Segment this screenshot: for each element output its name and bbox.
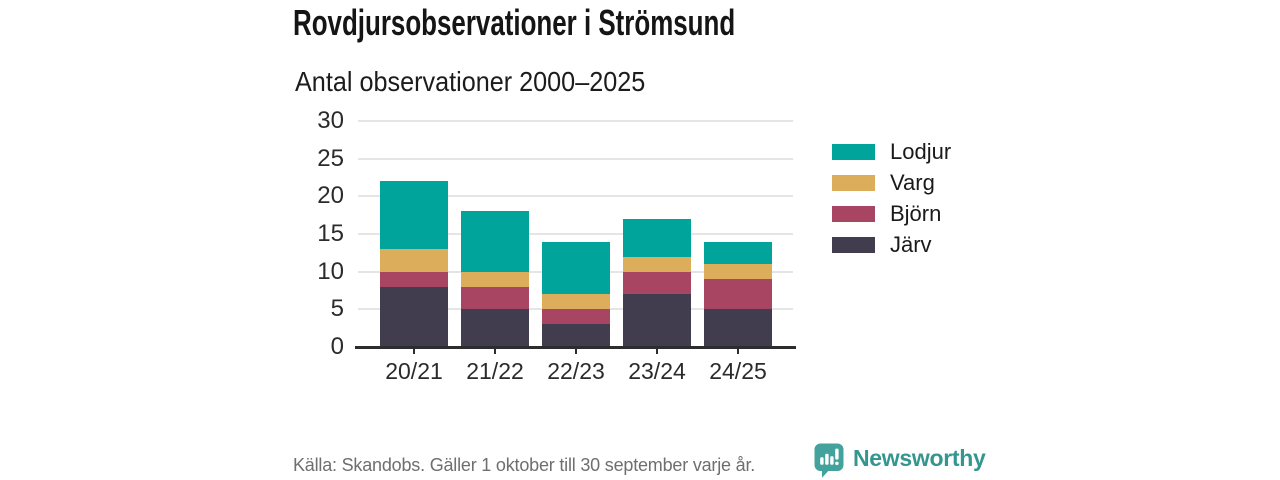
legend-label: Varg: [890, 170, 935, 195]
legend-label: Björn: [890, 201, 942, 226]
bar-segment-varg-23-24: [623, 256, 691, 272]
legend-item-lodjur: Lodjur: [832, 139, 951, 165]
x-axis-tick: [575, 347, 577, 354]
bar-segment-björn-23-24: [623, 271, 691, 295]
source-note: Källa: Skandobs. Gäller 1 oktober till 3…: [293, 455, 756, 475]
bar-segment-björn-22-23: [542, 309, 610, 325]
y-axis-tick-label: 5: [330, 295, 344, 323]
bar-segment-varg-24-25: [704, 264, 772, 280]
x-axis-tick: [413, 347, 415, 354]
chart-title: Rovdjursobservationer i Strömsund: [293, 2, 736, 43]
y-axis-tick-label: 0: [330, 333, 344, 360]
bar-segment-järv-24-25: [704, 309, 772, 347]
legend-swatch-björn: [832, 206, 875, 222]
gridline: [358, 120, 793, 122]
y-axis-tick-label: 30: [317, 107, 344, 134]
gridline: [358, 195, 793, 198]
bar-segment-björn-20-21: [380, 271, 448, 287]
bar-segment-varg-21-22: [461, 271, 529, 287]
y-axis-tick-label: 10: [317, 257, 344, 285]
legend-label: Järv: [890, 232, 932, 257]
newsworthy-logo[interactable]: Newsworthy: [814, 443, 986, 478]
bar-segment-lodjur-21-22: [461, 211, 529, 272]
legend-swatch-varg: [832, 175, 875, 191]
legend-label: Lodjur: [890, 139, 952, 164]
bar-segment-lodjur-23-24: [623, 218, 691, 257]
stacked-bar-chart-plot-area: 0 5 10 15 20 25 30 20/21 21/22 22/23 23/24 24/25: [317, 108, 796, 384]
newsworthy-logo-text: Newsworthy: [853, 445, 986, 471]
chart-subtitle: Antal observationer 2000–2025: [295, 66, 646, 97]
bar-segment-björn-21-22: [461, 286, 529, 310]
bar-segment-järv-22-23: [542, 324, 610, 347]
x-axis-line: [355, 346, 796, 349]
x-axis-tick-label: 20/21: [385, 358, 443, 384]
bar-segment-lodjur-24-25: [704, 241, 772, 265]
bar-segment-varg-22-23: [542, 294, 610, 310]
y-axis-tick-label: 25: [317, 144, 344, 172]
bar-segment-lodjur-20-21: [380, 181, 448, 250]
legend-swatch-järv: [832, 237, 875, 253]
legend-item-järv: Järv: [832, 232, 951, 258]
y-axis-tick-label: 20: [317, 182, 344, 210]
bar-segment-järv-21-22: [461, 309, 529, 347]
x-axis-tick-label: 22/23: [547, 358, 605, 384]
y-axis-tick-label: 15: [317, 220, 344, 247]
gridline: [358, 157, 793, 160]
bar-segment-lodjur-22-23: [542, 241, 610, 295]
x-axis-tick: [737, 347, 739, 354]
x-axis-tick-label: 23/24: [628, 358, 686, 384]
bar-segment-varg-20-21: [380, 249, 448, 272]
x-axis-tick-label: 21/22: [466, 358, 524, 384]
chart-legend: Lodjur Varg Björn Järv: [832, 139, 951, 263]
legend-item-björn: Björn: [832, 201, 951, 227]
legend-swatch-lodjur: [832, 144, 875, 160]
bar-segment-björn-24-25: [704, 279, 772, 310]
newsworthy-logo-icon: [814, 443, 844, 478]
x-axis-tick-label: 24/25: [709, 358, 767, 384]
legend-item-varg: Varg: [832, 170, 951, 196]
bar-segment-järv-23-24: [623, 294, 691, 347]
gridline: [358, 233, 793, 235]
x-axis-tick: [656, 347, 658, 354]
x-axis-tick: [494, 347, 496, 354]
bar-segment-järv-20-21: [380, 286, 448, 347]
